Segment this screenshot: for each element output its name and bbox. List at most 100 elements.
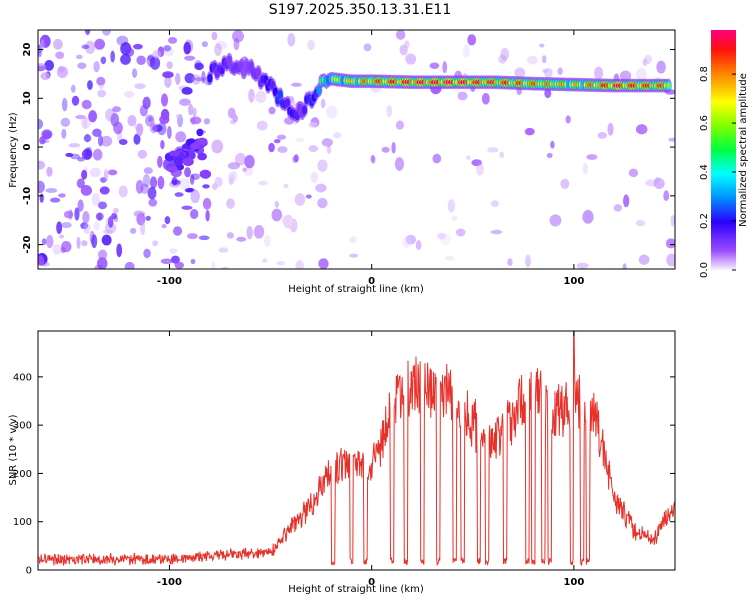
spectrogram-speckle-blob	[467, 34, 477, 46]
spectrogram-speckle-blob	[490, 200, 499, 208]
spectrogram-speckle-blob	[226, 232, 235, 239]
spectrogram-speckle-blob	[586, 154, 598, 160]
spectrogram-speckle-blob	[142, 96, 151, 110]
spectrogram-speckle-blob	[234, 152, 247, 166]
spectrogram-feature-blob	[196, 137, 208, 146]
spectrogram-speckle-blob	[92, 148, 103, 161]
colorbar-tick-label: 0.2	[699, 213, 710, 229]
spectrogram-speckle-blob	[136, 123, 144, 137]
spectrogram-speckle-blob	[211, 139, 224, 154]
spectrogram-speckle-blob	[405, 53, 417, 65]
spectrogram-speckle-blob	[525, 254, 531, 268]
spectrogram-speckle-blob	[124, 90, 135, 98]
spectrogram-speckle-blob	[164, 216, 171, 225]
spectrogram-speckle-blob	[131, 68, 138, 78]
spectrogram-speckle-blob	[576, 262, 589, 269]
spectrogram-speckle-blob	[173, 226, 183, 236]
spectrogram-speckle-blob	[120, 54, 131, 65]
spectrogram-speckle-blob	[457, 91, 468, 101]
spectrogram-speckle-blob	[46, 166, 53, 177]
spectrogram-speckle-blob	[76, 236, 81, 250]
spectrogram-speckle-blob	[202, 184, 210, 189]
spectrogram-speckle-blob	[133, 133, 141, 145]
spectrogram-speckle-blob	[134, 211, 143, 218]
spectrogram-speckle-blob	[394, 157, 405, 171]
spectrogram-x-tick-label: 0	[368, 276, 375, 287]
spectrogram-speckle-blob	[190, 258, 196, 265]
spectrogram-speckle-blob	[514, 67, 526, 79]
spectrogram-speckle-blob	[557, 67, 563, 75]
spectrogram-speckle-blob	[395, 30, 406, 40]
spectrogram-speckle-blob	[70, 84, 76, 93]
spectrogram-speckle-blob	[440, 232, 451, 246]
spectrogram-speckle-blob	[77, 157, 85, 162]
spectrogram-speckle-blob	[642, 58, 648, 67]
spectrogram-speckle-blob	[84, 40, 96, 55]
spectrogram-speckle-blob	[201, 41, 208, 48]
spectrogram-speckle-blob	[105, 108, 116, 122]
spectrogram-speckle-blob	[56, 221, 63, 235]
spectrogram-speckle-blob	[227, 107, 236, 119]
spectrogram-speckle-blob	[565, 115, 571, 124]
spectrogram-speckle-blob	[228, 172, 235, 185]
spectrogram-speckle-blob	[226, 198, 235, 209]
spectrogram-speckle-blob	[308, 121, 318, 128]
spectrogram-speckle-blob	[455, 228, 466, 237]
spectrogram-speckle-blob	[53, 38, 63, 50]
spectrogram-speckle-blob	[623, 194, 630, 208]
spectrogram-speckle-blob	[68, 143, 81, 148]
colorbar-tick-label: 0.0	[699, 262, 710, 278]
spectrogram-speckle-blob	[211, 261, 216, 269]
spectrogram-speckle-blob	[160, 139, 165, 150]
spectrogram-speckle-blob	[670, 214, 675, 227]
figure-title: S197.2025.350.13.31.E11	[269, 2, 452, 18]
spectrogram-speckle-blob	[635, 124, 648, 135]
spectrogram-speckle-blob	[402, 236, 412, 249]
spectrogram-speckle-blob	[499, 151, 505, 159]
spectrogram-speckle-blob	[86, 146, 93, 157]
spectrogram-speckle-blob	[194, 62, 204, 71]
spectrogram-y-tick-label: -20	[22, 236, 33, 254]
spectrogram-speckle-blob	[181, 86, 193, 95]
snr-x-label: Height of straight line (km)	[288, 584, 424, 595]
spectrogram-speckle-blob	[255, 90, 267, 103]
spectrogram-speckle-blob	[162, 71, 174, 79]
spectrogram-speckle-blob	[524, 127, 535, 136]
snr-x-ticks: -100 0 100	[157, 331, 584, 588]
spectrogram-speckle-blob	[127, 115, 137, 127]
spectrogram-feature-blob	[196, 128, 204, 137]
spectrogram-speckle-blob	[50, 197, 61, 203]
spectrogram-speckle-blob	[263, 235, 271, 247]
spectrogram-speckle-blob	[236, 236, 247, 242]
spectrogram-speckle-blob	[415, 240, 422, 250]
spectrogram-speckle-blob	[85, 30, 90, 34]
colorbar: 0.0 0.2 0.4 0.6 0.8 Normalized spectral ampl…	[699, 30, 749, 278]
spectrogram-speckle-blob	[622, 263, 627, 269]
spectrogram-speckle-blob	[152, 240, 158, 247]
spectrogram-speckle-blob	[38, 160, 45, 170]
spectrogram-speckle-blob	[124, 261, 135, 269]
spectrogram-speckle-blob	[194, 77, 206, 82]
spectrogram-speckle-blob	[107, 169, 118, 176]
spectrogram-speckle-blob	[171, 177, 178, 186]
spectrogram-speckle-blob	[184, 55, 196, 61]
spectrogram-speckle-blob	[108, 216, 114, 228]
spectrogram-speckle	[38, 30, 675, 269]
spectrogram-y-label: Frequency (Hz)	[8, 112, 19, 188]
spectrogram-speckle-blob	[293, 154, 299, 163]
spectrogram-speckle-blob	[148, 198, 158, 207]
spectrogram-speckle-blob	[81, 240, 88, 247]
spectrogram-speckle-blob	[38, 180, 45, 194]
spectrogram-speckle-blob	[143, 167, 153, 175]
spectrogram-speckle-blob	[607, 122, 614, 136]
spectrogram-speckle-blob	[645, 179, 658, 187]
spectrogram-x-tick-label: -100	[157, 276, 182, 287]
spectrogram-speckle-blob	[60, 117, 71, 127]
spectrogram-feature-blob	[166, 165, 178, 173]
spectrogram-speckle-blob	[399, 44, 408, 56]
spectrogram-speckle-blob	[490, 229, 503, 235]
spectrogram-speckle-blob	[274, 201, 280, 208]
spectrogram-speckle-blob	[166, 61, 173, 69]
spectrogram-speckle-blob	[81, 99, 92, 110]
